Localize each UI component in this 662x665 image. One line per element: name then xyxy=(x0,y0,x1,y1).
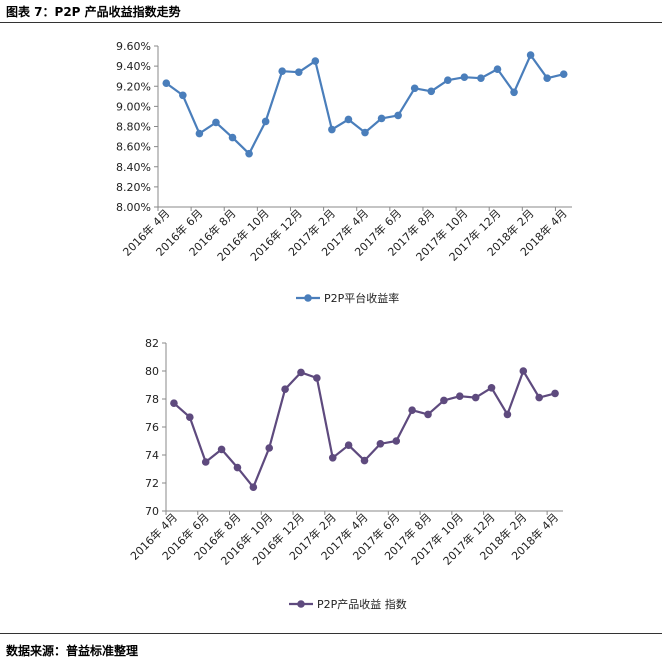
source-note: 数据来源：普益标准整理 xyxy=(6,644,139,658)
data-point xyxy=(265,444,274,452)
data-point xyxy=(281,385,289,394)
data-point xyxy=(394,111,402,120)
data-point xyxy=(328,454,337,462)
y-tick-label: 76 xyxy=(145,421,159,434)
data-point xyxy=(361,128,369,137)
y-tick-label: 9.60% xyxy=(116,40,151,53)
data-point xyxy=(186,413,194,422)
y-tick-label: 8.20% xyxy=(116,181,151,194)
data-point xyxy=(376,440,385,448)
y-tick-label: 8.80% xyxy=(116,121,151,134)
data-point xyxy=(201,458,210,466)
legend-label: P2P平台收益率 xyxy=(324,291,399,305)
data-point xyxy=(278,67,287,75)
y-tick-label: 8.00% xyxy=(116,201,151,214)
y-tick-label: 9.20% xyxy=(116,80,151,93)
data-point xyxy=(535,393,543,402)
data-point xyxy=(487,384,496,392)
data-point xyxy=(195,129,204,138)
data-point xyxy=(455,392,464,401)
data-point xyxy=(460,73,469,81)
data-point xyxy=(392,437,401,445)
legend-swatch-marker xyxy=(304,294,312,302)
data-point xyxy=(313,374,321,382)
top-rule xyxy=(0,22,662,23)
figure-title: 图表 7：P2P 产品收益指数走势 xyxy=(6,5,181,19)
data-point xyxy=(328,125,336,134)
data-point xyxy=(344,115,353,124)
bottom-rule xyxy=(0,633,662,634)
data-point xyxy=(559,70,568,78)
data-point xyxy=(519,367,528,375)
data-point xyxy=(233,463,242,472)
data-point xyxy=(444,76,452,85)
data-point xyxy=(408,406,416,415)
y-tick-label: 78 xyxy=(145,393,159,406)
data-point xyxy=(261,117,270,126)
y-tick-label: 9.40% xyxy=(116,60,151,73)
y-tick-label: 82 xyxy=(145,337,159,350)
data-point xyxy=(217,445,226,454)
y-tick-label: 80 xyxy=(145,365,159,378)
data-point xyxy=(510,88,518,97)
data-point xyxy=(162,79,171,88)
data-point xyxy=(471,393,480,402)
legend-label: P2P产品收益 指数 xyxy=(317,597,407,611)
data-point xyxy=(424,410,432,419)
data-point xyxy=(311,57,320,65)
data-point xyxy=(543,74,551,82)
data-point xyxy=(297,368,305,377)
data-point xyxy=(526,51,535,59)
data-point xyxy=(410,84,419,93)
data-point xyxy=(360,456,369,465)
y-tick-label: 72 xyxy=(145,477,159,490)
y-tick-label: 74 xyxy=(145,449,159,462)
data-point xyxy=(427,87,436,96)
data-point xyxy=(212,118,220,127)
data-point xyxy=(245,149,253,158)
data-point xyxy=(503,410,512,419)
data-point xyxy=(477,74,485,82)
data-point xyxy=(249,483,258,492)
legend-swatch-marker xyxy=(297,600,305,608)
data-point xyxy=(551,389,559,398)
data-point xyxy=(440,396,448,405)
data-point xyxy=(228,133,237,142)
data-point xyxy=(170,399,178,408)
y-tick-label: 8.60% xyxy=(116,141,151,154)
data-point xyxy=(344,441,353,450)
data-point xyxy=(377,114,386,123)
series-line xyxy=(173,369,556,489)
yield-rate-chart: 8.00% 8.20% 8.40% 8.60% 8.80% 9.00% 9.20% 9.40%… xyxy=(116,40,572,305)
y-tick-label: 70 xyxy=(145,505,159,518)
data-point xyxy=(179,91,187,100)
y-tick-label: 9.00% xyxy=(116,100,151,113)
data-point xyxy=(493,65,502,73)
y-tick-label: 8.40% xyxy=(116,161,151,174)
data-point xyxy=(294,68,303,76)
